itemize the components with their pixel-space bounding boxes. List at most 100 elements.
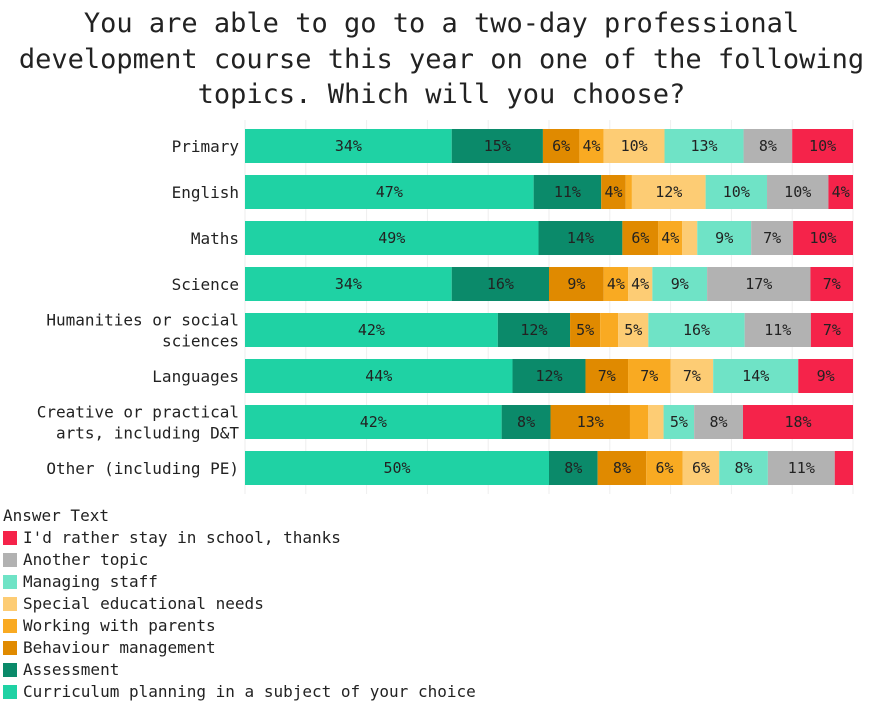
bar-segment: [828, 175, 853, 209]
data-label: 12%: [520, 321, 547, 339]
data-label: 34%: [335, 137, 362, 155]
bar-segment: [601, 175, 626, 209]
bar-segment: [625, 175, 632, 209]
data-label: 44%: [365, 367, 392, 385]
bar-segment: [664, 129, 744, 163]
bar-segment: [501, 405, 551, 439]
legend-item: Behaviour management: [3, 637, 476, 659]
legend-swatch: [3, 553, 17, 567]
data-labels: 34% 15% 6% 4% 10% 13% 8% 10% 47% 11% 4% 12% 10% 10% 4%…: [335, 137, 850, 477]
legend-swatch: [3, 597, 17, 611]
data-label: 7%: [683, 367, 701, 385]
bar-segment: [682, 221, 698, 255]
bar-segment: [767, 451, 835, 485]
data-label: 5%: [576, 321, 594, 339]
legend-label: I'd rather stay in school, thanks: [23, 528, 341, 547]
data-label: 7%: [823, 275, 841, 293]
legend-label: Curriculum planning in a subject of your…: [23, 682, 476, 701]
category-label: Humanities or social: [46, 311, 239, 330]
legend-items: I'd rather stay in school, thanks Another…: [3, 527, 476, 703]
bar-segment: [542, 129, 580, 163]
data-label: 4%: [832, 183, 850, 201]
category-labels: Primary English Maths Science Humanities or …: [37, 137, 240, 478]
bar-segment: [628, 359, 671, 393]
bar-segment: [603, 129, 665, 163]
chart-title: You are able to go to a two-day professi…: [18, 8, 865, 110]
bar-segment: [658, 221, 683, 255]
bar-segment: [682, 451, 720, 485]
legend-item: Special educational needs: [3, 593, 476, 615]
category-label: English: [172, 183, 239, 202]
bar-segment: [245, 313, 498, 347]
data-label: 8%: [710, 413, 728, 431]
data-label: 16%: [683, 321, 710, 339]
bar-segment: [549, 451, 598, 485]
data-label: 8%: [517, 413, 535, 431]
data-label: 11%: [764, 321, 791, 339]
data-label: 8%: [613, 459, 631, 477]
bar-segment: [743, 129, 793, 163]
category-label: Other (including PE): [46, 459, 239, 478]
data-label: 9%: [817, 367, 835, 385]
bar-segment: [646, 451, 683, 485]
data-label: 6%: [552, 137, 570, 155]
legend-swatch: [3, 619, 17, 633]
bar-segment: [245, 359, 513, 393]
bar-segment: [694, 405, 744, 439]
legend: Answer Text I'd rather stay in school, t…: [3, 505, 476, 703]
data-label: 5%: [670, 413, 688, 431]
category-label: arts, including D&T: [56, 424, 239, 443]
bar-segment: [628, 267, 653, 301]
legend-label: Managing staff: [23, 572, 158, 591]
bar-segment: [743, 405, 853, 439]
bar-segment: [792, 129, 853, 163]
bar-segment: [245, 267, 452, 301]
data-label: 4%: [583, 137, 601, 155]
bar-segment: [451, 267, 549, 301]
bar-segment: [793, 221, 853, 255]
legend-label: Behaviour management: [23, 638, 216, 657]
data-label: 10%: [809, 137, 836, 155]
bar-segment: [810, 313, 853, 347]
legend-label: Special educational needs: [23, 594, 264, 613]
legend-item: Working with parents: [3, 615, 476, 637]
bar-segment: [622, 221, 659, 255]
bar-segment: [585, 359, 629, 393]
data-label: 7%: [763, 229, 781, 247]
bar-segment: [245, 175, 534, 209]
bar-segment: [597, 451, 647, 485]
data-label: 42%: [358, 321, 385, 339]
data-label: 5%: [624, 321, 642, 339]
data-label: 4%: [631, 275, 649, 293]
bar-segment: [707, 267, 811, 301]
bar-segment: [648, 405, 664, 439]
data-label: 7%: [598, 367, 616, 385]
bar-segment: [744, 313, 811, 347]
bar-segment: [245, 405, 502, 439]
category-label: Science: [172, 275, 239, 294]
data-label: 8%: [564, 459, 582, 477]
bar-segment: [245, 221, 539, 255]
bar-segment: [810, 267, 853, 301]
legend-swatch: [3, 531, 17, 545]
data-label: 9%: [715, 229, 733, 247]
data-label: 12%: [655, 183, 682, 201]
bar-segment: [618, 313, 649, 347]
data-label: 16%: [487, 275, 514, 293]
data-label: 4%: [604, 183, 622, 201]
data-label: 18%: [784, 413, 811, 431]
data-label: 10%: [723, 183, 750, 201]
data-label: 13%: [690, 137, 717, 155]
bar-segment: [652, 267, 708, 301]
legend-swatch: [3, 641, 17, 655]
legend-item: Curriculum planning in a subject of your…: [3, 681, 476, 703]
bar-segment: [603, 267, 629, 301]
bar-segment: [713, 359, 799, 393]
legend-label: Working with parents: [23, 616, 216, 635]
data-label: 42%: [360, 413, 387, 431]
bar-segment: [629, 405, 649, 439]
bar-segment: [538, 221, 623, 255]
bars: [245, 129, 853, 485]
bar-segment: [663, 405, 695, 439]
bar-segment: [512, 359, 586, 393]
